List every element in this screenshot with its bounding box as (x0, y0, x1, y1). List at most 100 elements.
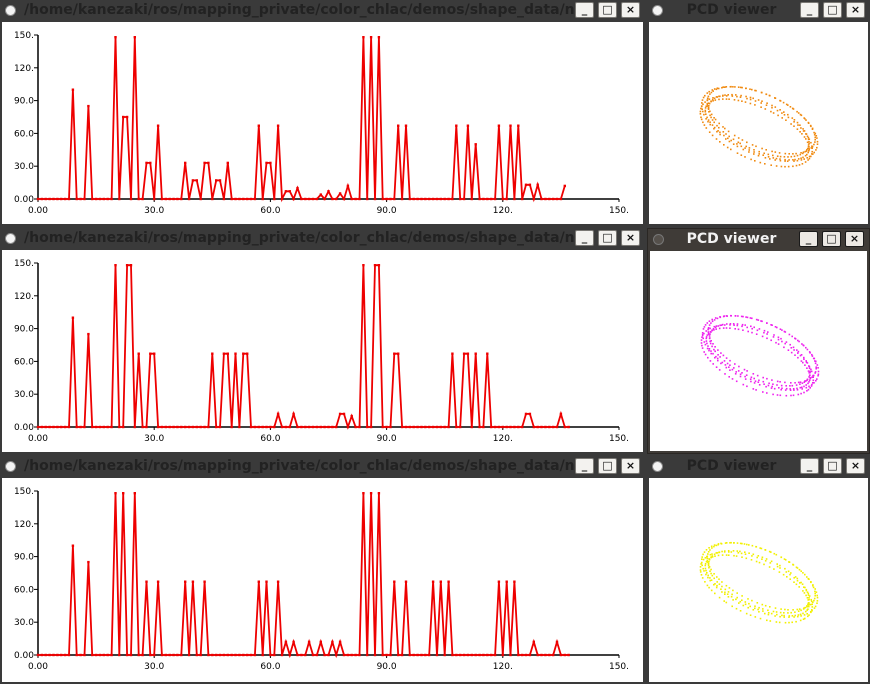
minimize-button[interactable]: _ (799, 231, 818, 247)
close-button[interactable]: × (621, 2, 640, 18)
histogram-point (280, 197, 284, 201)
point (800, 159, 803, 161)
minimize-button[interactable]: _ (575, 230, 594, 246)
point (704, 563, 707, 565)
point (728, 376, 730, 378)
point (753, 382, 756, 384)
histogram-point (366, 425, 369, 429)
maximize-button[interactable]: □ (823, 458, 842, 474)
point (803, 136, 806, 138)
title-bar[interactable]: PCD viewer _ □ × (648, 229, 869, 249)
title-bar[interactable]: PCD viewer _ □ × (647, 0, 870, 20)
point (758, 150, 760, 153)
point (714, 555, 716, 557)
point (711, 119, 714, 121)
window-menu-icon[interactable] (652, 460, 663, 472)
histogram-window-3[interactable]: /home/kanezaki/ros/mapping_private/color… (0, 456, 645, 684)
histogram-point (521, 197, 524, 201)
point (808, 365, 811, 368)
title-bar[interactable]: /home/kanezaki/ros/mapping_private/color… (0, 0, 645, 20)
close-button[interactable]: × (846, 2, 865, 18)
point (701, 336, 703, 338)
histogram-point (559, 197, 563, 201)
point (718, 98, 720, 101)
histogram-point (362, 36, 365, 39)
point (706, 99, 709, 102)
histogram-point (118, 653, 121, 657)
window-menu-icon[interactable] (5, 4, 16, 16)
close-button[interactable]: × (621, 458, 640, 474)
point (721, 323, 724, 326)
histogram-window-1[interactable]: /home/kanezaki/ros/mapping_private/color… (0, 0, 645, 226)
close-button[interactable]: × (846, 458, 865, 474)
histogram-point (466, 653, 470, 657)
point-cloud-canvas[interactable] (649, 478, 868, 682)
point (712, 100, 714, 102)
point (802, 590, 804, 592)
minimize-button[interactable]: _ (575, 458, 594, 474)
pcd-viewer-window-2[interactable]: PCD viewer _ □ × (647, 228, 870, 454)
point (700, 116, 702, 119)
histogram-point (315, 653, 319, 657)
title-bar[interactable]: PCD viewer _ □ × (647, 456, 870, 476)
histogram-series-line (38, 37, 566, 203)
point (705, 330, 707, 332)
point (779, 158, 781, 160)
point (707, 332, 710, 334)
window-menu-icon[interactable] (5, 460, 16, 472)
histogram-point (172, 425, 175, 429)
point (797, 124, 799, 126)
histogram-point (304, 197, 307, 201)
close-button[interactable]: × (621, 230, 640, 246)
point (706, 92, 709, 94)
maximize-button[interactable]: □ (822, 231, 841, 247)
maximize-button[interactable]: □ (598, 458, 617, 474)
minimize-button[interactable]: _ (800, 2, 819, 18)
title-bar[interactable]: /home/kanezaki/ros/mapping_private/color… (0, 456, 645, 476)
point (728, 135, 730, 138)
window-menu-icon[interactable] (652, 4, 663, 16)
maximize-button[interactable]: □ (598, 230, 617, 246)
minimize-button[interactable]: _ (800, 458, 819, 474)
close-button[interactable]: × (845, 231, 864, 247)
histogram-point (509, 124, 512, 127)
pcd-viewer-window-3[interactable]: PCD viewer _ □ × (647, 456, 870, 684)
point (810, 600, 813, 603)
point (792, 108, 795, 110)
point (708, 560, 710, 563)
point (710, 556, 712, 559)
point (734, 86, 736, 88)
minimize-button[interactable]: _ (575, 2, 594, 18)
point (793, 119, 796, 121)
point (730, 314, 732, 317)
histogram-window-2[interactable]: /home/kanezaki/ros/mapping_private/color… (0, 228, 645, 454)
point (799, 354, 802, 357)
point-cloud-canvas[interactable] (650, 251, 867, 451)
point (744, 553, 747, 555)
window-menu-icon[interactable] (5, 232, 16, 244)
histogram-point (226, 653, 229, 657)
x-tick-label: 90.0 (377, 206, 397, 216)
point (787, 113, 789, 116)
point (797, 158, 800, 160)
point (711, 553, 713, 555)
point (803, 391, 805, 394)
point (789, 385, 791, 387)
point (699, 110, 702, 113)
histogram-point (358, 197, 361, 201)
point (733, 324, 735, 326)
maximize-button[interactable]: □ (598, 2, 617, 18)
pcd-viewer-window-1[interactable]: PCD viewer _ □ × (647, 0, 870, 226)
title-bar[interactable]: /home/kanezaki/ros/mapping_private/color… (0, 228, 645, 248)
histogram-point (521, 653, 524, 657)
point-cloud-canvas[interactable] (649, 22, 868, 224)
maximize-button[interactable]: □ (823, 2, 842, 18)
histogram-point (168, 197, 171, 201)
point (731, 95, 734, 97)
histogram-point (490, 425, 493, 429)
point (736, 542, 739, 544)
window-menu-icon[interactable] (653, 233, 664, 245)
histogram-point (164, 653, 167, 657)
point (751, 555, 753, 557)
